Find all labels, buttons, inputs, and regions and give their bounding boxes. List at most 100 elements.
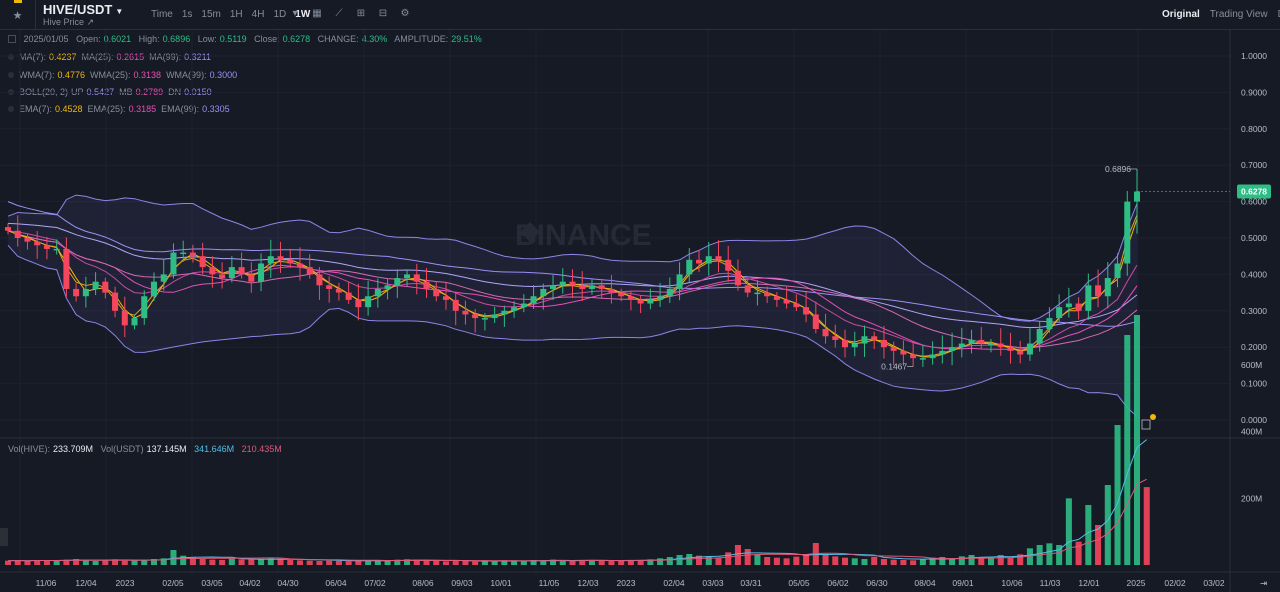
volume-bar: [627, 560, 634, 565]
ohlc-legend: 2025/01/05 Open: 0.6021 High: 0.6896 Low: 0…: [8, 34, 487, 44]
candle-body: [696, 259, 703, 264]
collapse-legend-icon[interactable]: [8, 35, 16, 43]
candle-body: [238, 267, 245, 275]
ma-toggle-icon[interactable]: [8, 54, 14, 60]
wma-value-1: 0.3138: [133, 70, 162, 80]
wma-toggle-icon[interactable]: [8, 72, 14, 78]
volume-bar: [559, 560, 566, 565]
candle-body: [1104, 278, 1111, 297]
volume-bar: [773, 557, 780, 565]
volume-bar: [452, 560, 459, 565]
ema-value-1: 0.3185: [128, 104, 157, 114]
ma25-line: [7, 230, 1138, 350]
view-tab-trading-view[interactable]: Trading View: [1209, 9, 1268, 20]
volume-bar: [82, 560, 89, 565]
volume-bar: [540, 560, 547, 565]
axis-settings-icon[interactable]: ⇥: [1260, 578, 1268, 588]
candle-body: [910, 354, 917, 359]
candle-body: [501, 310, 508, 315]
drawing-icon[interactable]: ⊟: [378, 8, 388, 19]
star-icon: ★: [12, 9, 23, 22]
volume-ma1-line: [7, 439, 1148, 562]
price-axis-label: 0.1000: [1241, 379, 1267, 389]
volume-bar: [63, 559, 70, 565]
ema-toggle-icon[interactable]: [8, 106, 14, 112]
settings-icon[interactable]: ⚙: [400, 8, 410, 19]
candle-body: [803, 307, 810, 315]
candle-body: [394, 278, 401, 286]
volume-bar: [92, 561, 99, 565]
interval-1w[interactable]: 1W: [295, 9, 311, 20]
pair-subtitle[interactable]: Hive Price ↗: [43, 17, 95, 27]
candle-body: [1124, 201, 1131, 264]
interval-1d[interactable]: 1D: [273, 9, 287, 20]
volume-bar: [296, 560, 303, 565]
candle-body: [170, 252, 177, 275]
candle-body: [686, 259, 693, 275]
volume-bar: [131, 560, 138, 565]
candle-body: [335, 288, 342, 293]
price-axis-label: 0.7000: [1241, 160, 1267, 170]
binance-watermark: BINANCE: [515, 219, 652, 252]
favorite-star-button[interactable]: ★: [0, 0, 36, 30]
candle-body: [472, 314, 479, 319]
view-tab-depth[interactable]: Depth: [1278, 9, 1280, 20]
price-chart[interactable]: BINANCE 0.6896 0.1467 1.0000 0.9000 0.8000 0.7…: [0, 30, 1280, 592]
candle-body: [180, 252, 187, 255]
candle-body: [491, 314, 498, 319]
interval-1s[interactable]: 1s: [181, 9, 193, 20]
volume-bar: [1114, 425, 1121, 565]
interval-4h[interactable]: 4H: [251, 9, 265, 20]
volume-bar: [102, 560, 109, 565]
volume-bar: [345, 561, 352, 565]
interval-time[interactable]: Time: [151, 9, 173, 20]
candle-body: [102, 281, 109, 293]
ema-legend[interactable]: EMA(7): 0.4528 EMA(25): 0.3185 EMA(99): 0.330…: [8, 104, 235, 114]
volume-bar: [335, 561, 342, 565]
wma-value-0: 0.4776: [57, 70, 86, 80]
time-axis-label: 12/01: [1078, 578, 1100, 588]
volume-legend[interactable]: Vol(HIVE): 233.709M Vol(USDT) 137.145M 341…: [8, 444, 287, 454]
candle-body: [511, 307, 518, 311]
candle-body: [4, 227, 12, 231]
layout-icon[interactable]: ⊞: [356, 8, 366, 19]
volume-bar: [666, 557, 673, 565]
candle-body: [764, 292, 771, 297]
candle-body: [355, 299, 362, 308]
indicator-icon[interactable]: ⟋: [335, 8, 343, 19]
candle-body: [851, 343, 858, 348]
volume-bar: [209, 559, 216, 565]
candle-body: [657, 296, 664, 300]
wma-legend[interactable]: WMA(7): 0.4776 WMA(25): 0.3138 WMA(99): 0.300…: [8, 70, 242, 80]
volume-bar: [910, 560, 917, 565]
calendar-icon[interactable]: ▦: [312, 8, 322, 19]
ma-legend[interactable]: MA(7): 0.4237 MA(25): 0.2615 MA(99): 0.3211: [8, 52, 216, 62]
interval-selector: Time 1s 15m 1H 4H 1D 1W: [151, 9, 319, 20]
time-axis-label: 03/31: [740, 578, 762, 588]
candle-body: [160, 274, 167, 282]
interval-15m[interactable]: 15m: [201, 9, 221, 20]
chevron-down-icon[interactable]: ▾: [292, 8, 298, 19]
volume-bar: [189, 557, 196, 565]
volume-bar: [657, 558, 664, 565]
volume-bar: [793, 556, 800, 565]
time-axis-label: 08/04: [914, 578, 936, 588]
candle-body: [1085, 285, 1092, 311]
candle-body: [1026, 343, 1033, 355]
price-axis-label: 0.0000: [1241, 415, 1267, 425]
candle-body: [744, 285, 751, 293]
interval-1h[interactable]: 1H: [229, 9, 243, 20]
candle-body: [627, 296, 634, 300]
volume-bar: [491, 560, 498, 565]
pair-selector[interactable]: HIVE/USDT ▼: [43, 2, 123, 17]
volume-bar: [764, 557, 771, 565]
candle-body: [209, 267, 216, 275]
volume-bar: [1095, 525, 1102, 565]
volume-bar: [744, 549, 751, 565]
view-tab-original[interactable]: Original: [1162, 9, 1200, 20]
volume-bar: [696, 555, 703, 565]
ma-label-0: MA(7):: [19, 52, 46, 62]
volume-bar: [842, 557, 849, 565]
volume-bar: [1056, 545, 1063, 565]
pane-resize-handle: [0, 528, 8, 546]
